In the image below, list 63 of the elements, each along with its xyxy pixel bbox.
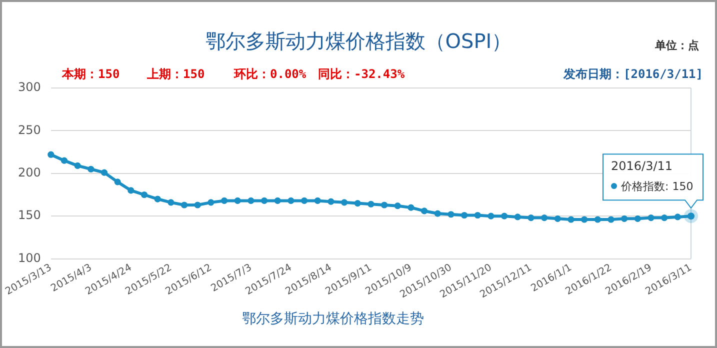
point bbox=[488, 212, 494, 220]
y-tick-label: 250 bbox=[18, 122, 41, 137]
point bbox=[554, 215, 561, 222]
point bbox=[420, 208, 428, 214]
y-tick-label: 150 bbox=[18, 208, 41, 222]
point bbox=[88, 166, 94, 172]
point bbox=[408, 204, 414, 211]
point bbox=[594, 216, 601, 223]
point bbox=[128, 187, 134, 194]
point bbox=[394, 202, 401, 210]
point bbox=[448, 211, 454, 218]
point bbox=[194, 202, 201, 208]
annotation: 价格指数: 150 bbox=[621, 179, 694, 194]
point bbox=[621, 215, 628, 222]
point bbox=[608, 216, 614, 223]
point bbox=[368, 200, 374, 208]
text: 本期：150 bbox=[62, 66, 120, 83]
point bbox=[474, 212, 481, 219]
point bbox=[208, 199, 214, 206]
point bbox=[674, 214, 681, 220]
point bbox=[288, 197, 294, 204]
text: 单位：点 bbox=[655, 38, 699, 53]
point bbox=[501, 212, 508, 220]
point bbox=[274, 197, 281, 204]
point bbox=[434, 210, 441, 217]
point bbox=[340, 199, 348, 206]
point bbox=[74, 162, 81, 170]
text: 发布日期：[2016/3/11] bbox=[564, 66, 703, 83]
y-tick-label: 300 bbox=[18, 80, 41, 94]
point bbox=[648, 214, 654, 222]
point bbox=[328, 198, 334, 205]
point bbox=[314, 197, 321, 204]
text: 上期：150 bbox=[147, 66, 205, 83]
y-tick-label: 100 bbox=[18, 250, 41, 265]
point bbox=[380, 202, 388, 208]
point bbox=[140, 191, 148, 198]
point bbox=[634, 215, 641, 222]
point bbox=[461, 212, 468, 219]
point bbox=[180, 202, 188, 208]
point bbox=[168, 199, 174, 206]
point bbox=[300, 197, 308, 204]
annotation: 2016/3/11 bbox=[611, 159, 673, 174]
point bbox=[661, 214, 668, 222]
point bbox=[60, 157, 68, 164]
point bbox=[100, 169, 108, 176]
text: 同比：-32.43% bbox=[318, 66, 405, 83]
point bbox=[154, 196, 161, 202]
point bbox=[541, 214, 548, 222]
point bbox=[528, 214, 534, 222]
point bbox=[248, 197, 254, 204]
point bbox=[514, 214, 521, 220]
point bbox=[581, 216, 588, 223]
point bbox=[260, 197, 268, 204]
point bbox=[354, 200, 361, 207]
text: 环比：0.00% bbox=[234, 66, 306, 83]
y-tick-label: 200 bbox=[18, 166, 41, 180]
x-axis-title: 鄂尔多斯动力煤价格指数走势 bbox=[242, 310, 424, 328]
point bbox=[220, 197, 228, 204]
point bbox=[234, 197, 241, 204]
chart-title: 鄂尔多斯动力煤价格指数（OSPI） bbox=[205, 29, 512, 53]
point bbox=[48, 151, 54, 158]
point bbox=[568, 216, 574, 223]
point bbox=[114, 178, 121, 186]
